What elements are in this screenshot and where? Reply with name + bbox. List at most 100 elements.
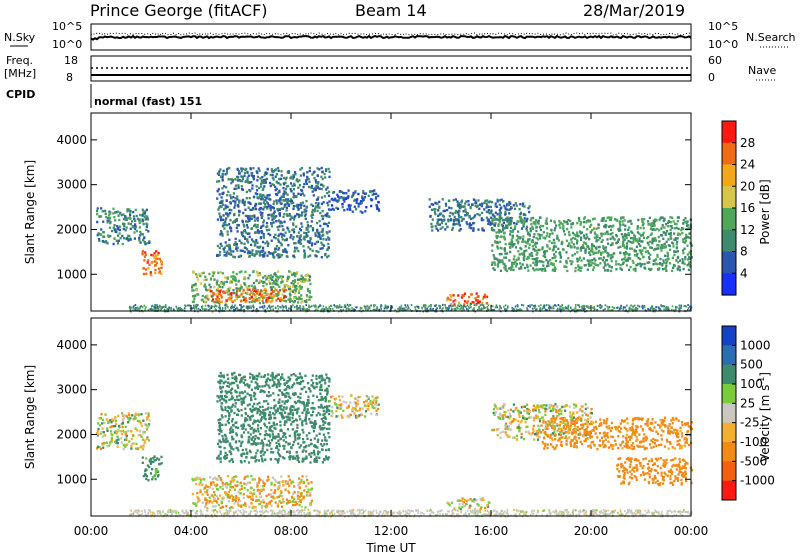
- power-cell: [599, 257, 603, 260]
- power-cell: [595, 227, 598, 230]
- power-cell: [654, 218, 657, 221]
- power-cell: [227, 178, 230, 181]
- power-cell: [656, 244, 659, 247]
- velocity-cell: [254, 506, 257, 509]
- power-cell: [116, 228, 119, 231]
- power-cell: [294, 272, 297, 275]
- power-cell: [293, 231, 296, 234]
- power-cell: [578, 216, 581, 220]
- power-cell: [624, 224, 627, 227]
- power-cell: [636, 241, 639, 244]
- velocity-cell: [248, 505, 251, 509]
- power-cell: [308, 166, 311, 170]
- power-cell: [485, 202, 488, 205]
- velocity-cell: [303, 404, 306, 407]
- power-cell: [593, 308, 596, 311]
- power-cell: [153, 305, 156, 308]
- power-cell: [529, 305, 531, 308]
- power-cell: [459, 308, 461, 311]
- velocity-cell: [147, 479, 150, 482]
- power-cell: [576, 246, 579, 250]
- power-cell: [268, 280, 271, 283]
- velocity-cell: [304, 506, 307, 509]
- power-cell: [219, 168, 222, 171]
- velocity-cell: [156, 475, 160, 478]
- power-cell: [298, 289, 301, 292]
- power-cell: [235, 187, 238, 190]
- power-cell: [257, 250, 260, 253]
- power-cell: [526, 263, 529, 267]
- power-cell: [180, 309, 183, 311]
- power-cell: [223, 185, 226, 188]
- power-cell: [154, 268, 157, 272]
- power-cell: [233, 299, 236, 302]
- power-cell: [434, 304, 437, 307]
- power-cell: [235, 243, 239, 246]
- power-cell: [240, 185, 243, 188]
- power-cell: [96, 234, 99, 237]
- power-cell: [424, 304, 427, 307]
- power-cell: [554, 245, 558, 248]
- power-cell: [211, 274, 214, 278]
- power-cell: [651, 242, 654, 245]
- power-cell: [437, 209, 440, 212]
- velocity-cell: [229, 485, 232, 488]
- power-cell: [220, 244, 223, 248]
- power-cell: [308, 295, 312, 298]
- power-cell: [229, 247, 232, 250]
- velocity-cell: [106, 427, 109, 430]
- power-cell: [132, 215, 136, 218]
- power-cell: [560, 308, 562, 311]
- power-cell: [121, 242, 124, 246]
- power-cell: [143, 255, 146, 258]
- velocity-cell: [297, 497, 300, 501]
- power-cell: [565, 251, 568, 254]
- power-cell: [225, 252, 228, 255]
- power-cell: [644, 247, 647, 250]
- power-cell: [311, 216, 314, 219]
- power-cell: [306, 171, 309, 174]
- power-cell: [569, 246, 572, 249]
- power-cell: [237, 172, 241, 175]
- power-cell: [503, 218, 506, 222]
- power-cell: [317, 196, 320, 199]
- power-cell: [267, 276, 271, 279]
- power-cell: [260, 280, 263, 283]
- velocity-cell: [246, 475, 249, 478]
- power-cell: [515, 204, 518, 207]
- power-cell: [528, 254, 531, 257]
- power-cell: [302, 237, 305, 240]
- power-cell: [283, 234, 286, 237]
- power-cell: [138, 218, 141, 221]
- power-cell: [501, 229, 505, 232]
- velocity-cell: [151, 468, 154, 471]
- power-cell: [446, 296, 449, 300]
- power-cell: [631, 237, 634, 240]
- velocity-cell: [147, 412, 150, 415]
- velocity-cell: [292, 480, 295, 483]
- power-cell: [203, 285, 206, 288]
- power-cell: [299, 284, 302, 288]
- power-cell: [297, 249, 300, 253]
- velocity-cell: [264, 418, 267, 421]
- power-cell: [654, 248, 657, 251]
- power-cell: [303, 235, 306, 239]
- power-cell: [688, 256, 691, 259]
- velocity-cell: [294, 500, 297, 504]
- power-cell: [587, 305, 589, 308]
- power-cell: [522, 223, 525, 227]
- velocity-cell: [307, 411, 310, 414]
- power-cell: [599, 262, 602, 265]
- power-cell: [673, 253, 676, 257]
- power-cell: [234, 204, 237, 207]
- power-cell: [664, 254, 667, 257]
- power-cell: [203, 283, 207, 286]
- power-cell: [688, 261, 691, 264]
- power-cell: [655, 247, 658, 250]
- power-cell: [553, 229, 556, 232]
- power-cell: [262, 246, 265, 250]
- velocity-cell: [152, 475, 155, 479]
- power-cell: [109, 216, 112, 220]
- power-cell: [123, 222, 126, 226]
- power-cell: [322, 238, 325, 241]
